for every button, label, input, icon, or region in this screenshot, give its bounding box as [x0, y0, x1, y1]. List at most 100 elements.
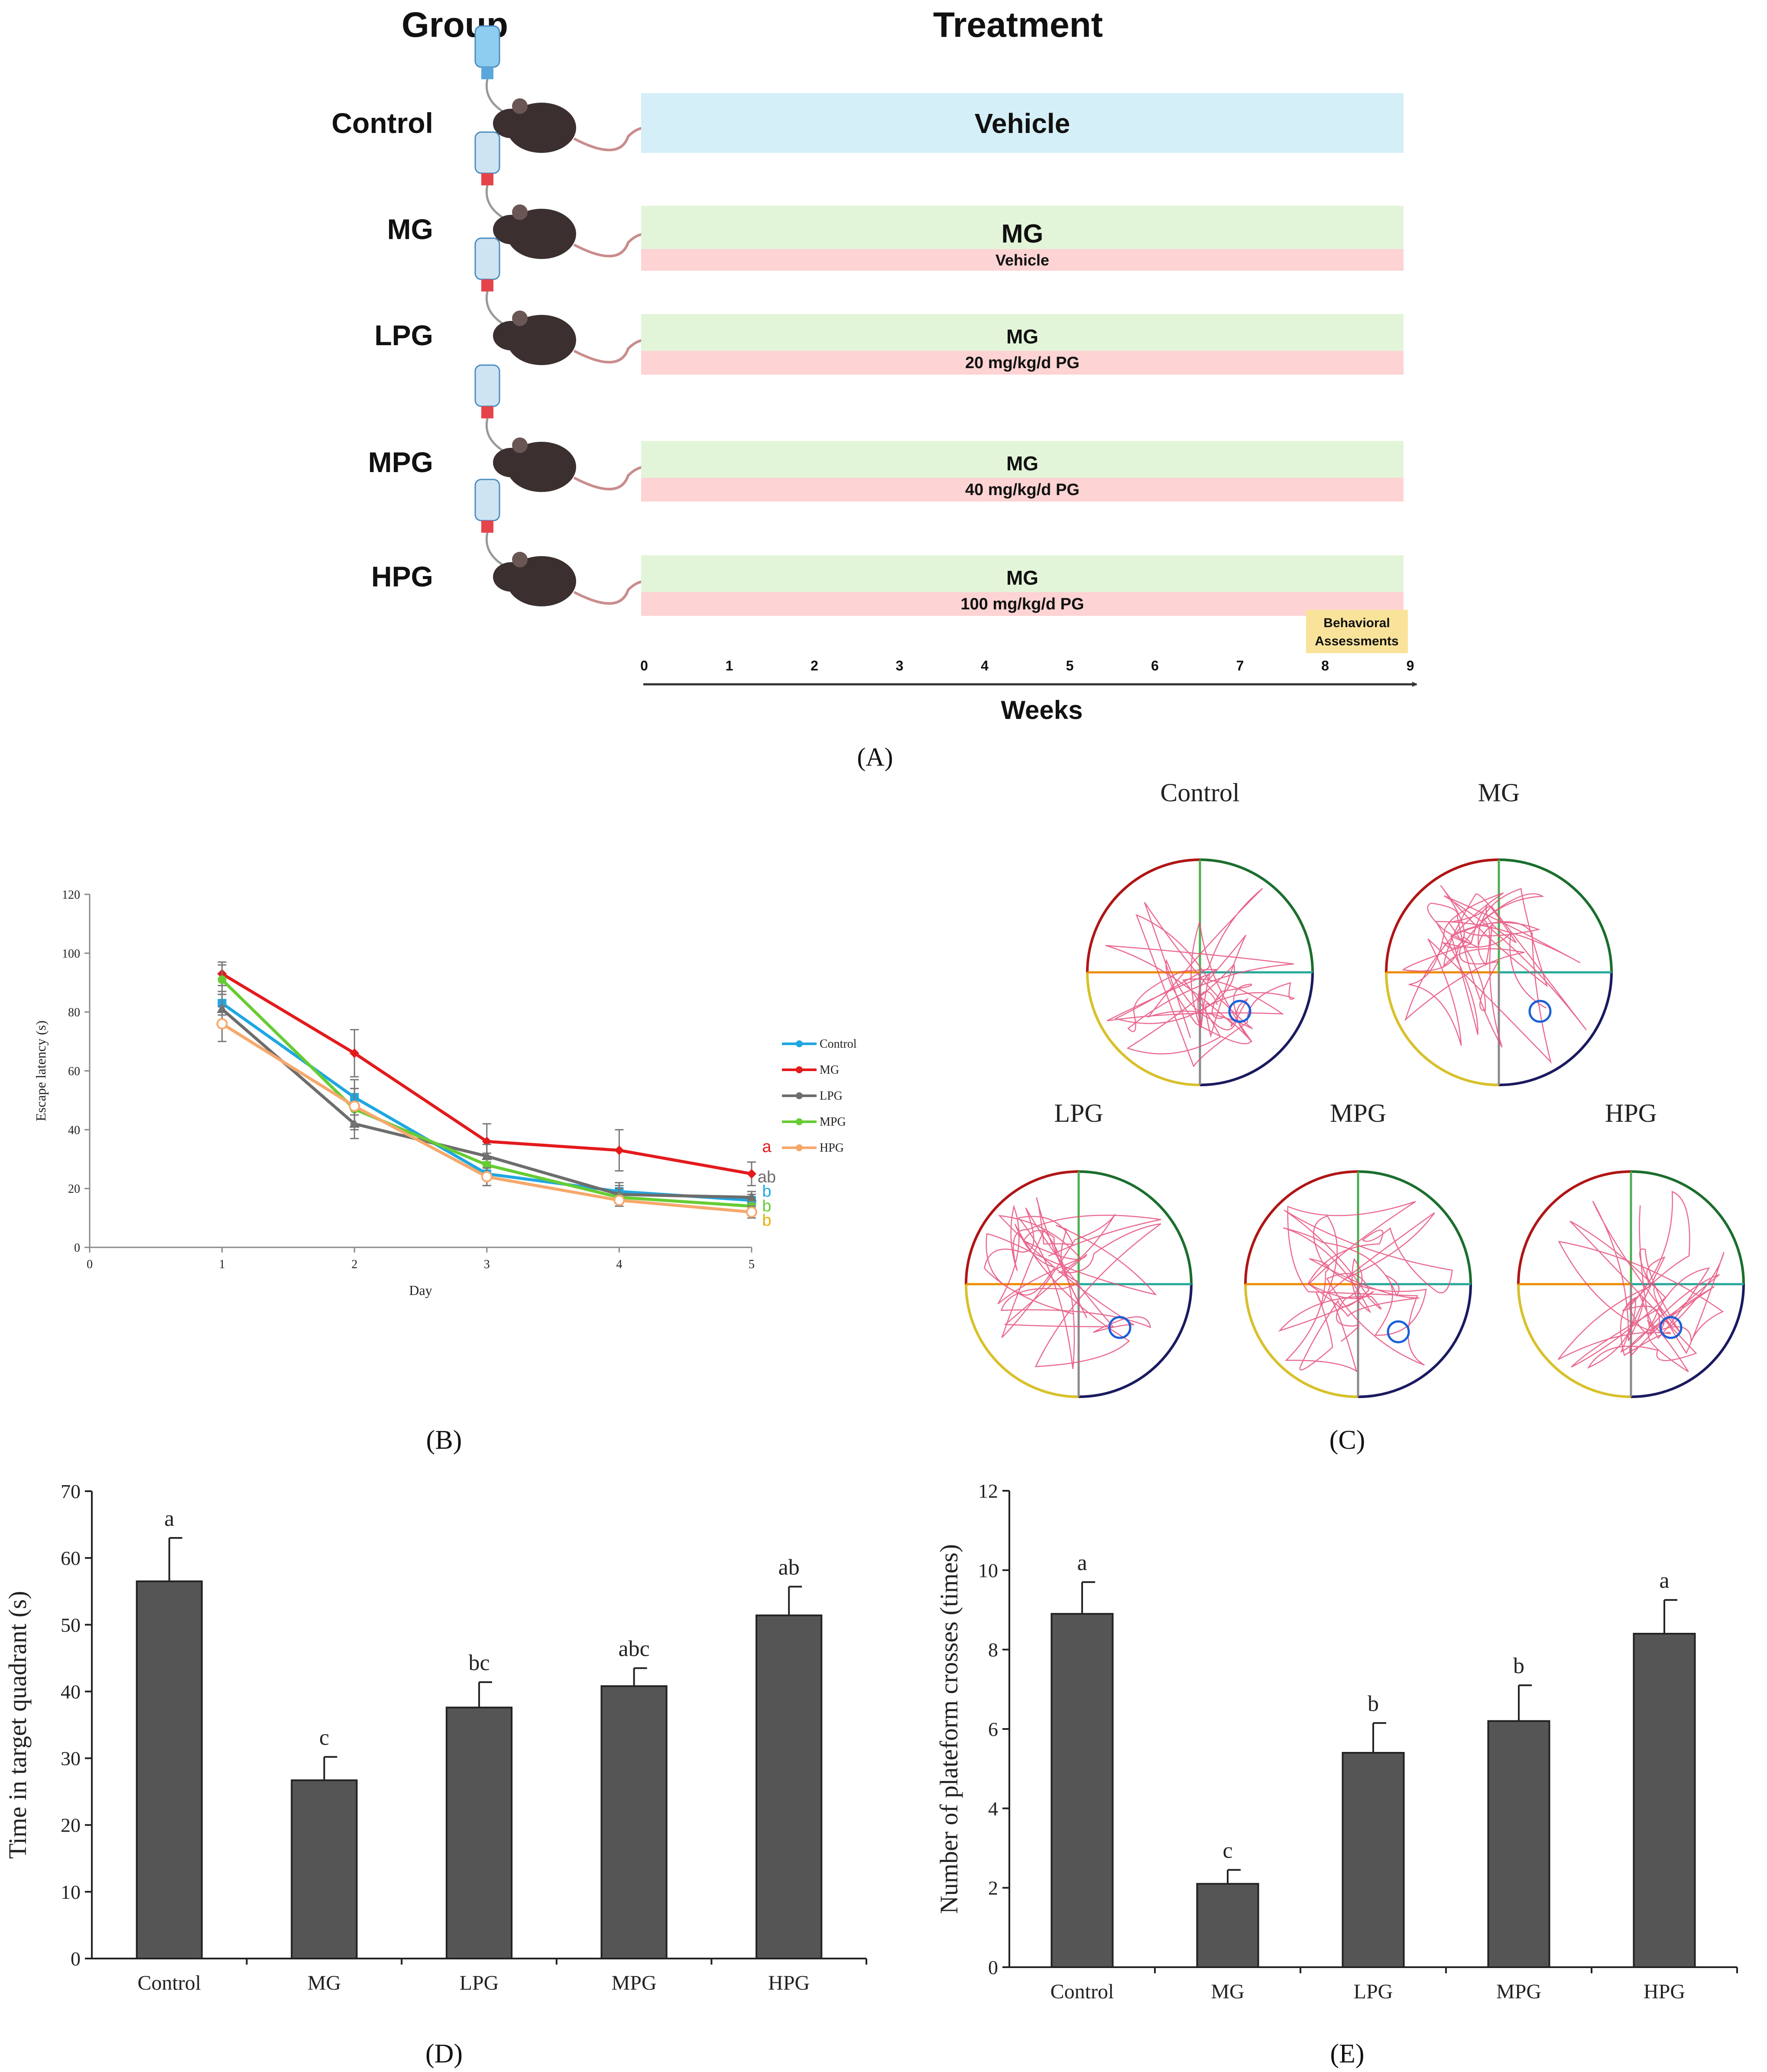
- x-tick-label: 0: [87, 1258, 93, 1271]
- significance-letter: ab: [778, 1555, 800, 1580]
- platform-circle: [1528, 1000, 1552, 1023]
- y-tick-label: 12: [978, 1480, 998, 1502]
- mouse-ear: [512, 311, 528, 326]
- legend-marker: [796, 1066, 803, 1073]
- arena-title: LPG: [1054, 1099, 1103, 1127]
- arena-quadrant-arc: [1631, 1284, 1745, 1398]
- bottle-tube: [485, 185, 506, 220]
- panel-d-bar-chart: 0 10 20 30 40 50 60 70 a Control c MG bc LPG abc MPG ab H…: [3, 1480, 867, 2069]
- y-tick-label: 20: [68, 1182, 80, 1196]
- pg-bar: [641, 592, 1404, 616]
- y-tick-label: 30: [61, 1748, 81, 1770]
- bottle-cap: [481, 67, 493, 79]
- mouse-ear: [512, 204, 528, 220]
- bar-control: [136, 1580, 203, 1959]
- category-label: HPG: [768, 1972, 810, 1994]
- pg-bar: [641, 249, 1404, 271]
- bar-mpg: [1487, 1720, 1550, 1968]
- significance-letter: bc: [468, 1651, 490, 1675]
- week-tick-label: 6: [1151, 658, 1159, 673]
- assessments-label: Assessments: [1315, 634, 1398, 648]
- y-tick-label: 80: [68, 1006, 80, 1020]
- series-hpg: b: [216, 1005, 772, 1230]
- platform-circle: [1387, 1320, 1410, 1344]
- arena-quadrant-arc: [1517, 1284, 1631, 1398]
- mouse-head: [493, 562, 529, 592]
- y-tick-label: 100: [62, 947, 80, 961]
- data-point: [349, 1101, 360, 1112]
- bar-hpg: [755, 1614, 823, 1960]
- bottle-body: [474, 237, 500, 280]
- treatment-row-mg: MG MG Vehicle: [387, 131, 1404, 271]
- arena-quadrant-arc: [1498, 972, 1613, 1086]
- y-tick-label: 8: [988, 1639, 998, 1661]
- treatment-row-hpg: HPG MG 100 mg/kg/d PG: [371, 479, 1404, 616]
- bottle-cap: [481, 173, 493, 185]
- treatment-row-control: Control Vehicle: [331, 25, 1404, 153]
- treatment-row-lpg: LPG MG 20 mg/kg/d PG: [374, 237, 1404, 375]
- treatment-row-mpg: MPG MG 40 mg/kg/d PG: [368, 364, 1404, 502]
- legend-label: HPG: [820, 1141, 844, 1155]
- panel-a-label: (A): [857, 743, 893, 771]
- mouse-ear: [512, 437, 528, 453]
- data-point: [746, 1206, 757, 1218]
- arena-quadrant-arc: [1200, 858, 1314, 973]
- mg-bar: [641, 314, 1404, 351]
- bottle-tube: [485, 79, 506, 114]
- y-tick-label: 6: [988, 1718, 998, 1740]
- category-label: Control: [1050, 1980, 1114, 2003]
- data-point: [482, 1160, 491, 1169]
- bottle-body: [474, 25, 500, 68]
- drug-bottle-icon: [474, 364, 506, 453]
- week-tick-label: 7: [1236, 658, 1244, 673]
- arena-quadrant-arc: [1078, 1170, 1193, 1285]
- x-tick-label: 1: [219, 1258, 225, 1271]
- x-tick-label: 3: [484, 1258, 490, 1271]
- bar-mg: [1196, 1883, 1259, 1968]
- arena-title: MPG: [1330, 1099, 1386, 1127]
- bar-lpg: [1342, 1752, 1405, 1968]
- bar-label-top: MG: [1006, 325, 1038, 348]
- drug-bottle-icon: [474, 237, 506, 326]
- bottle-tube: [485, 532, 506, 567]
- x-tick-label: 5: [749, 1258, 755, 1271]
- panel-c-label: (C): [1329, 1425, 1365, 1455]
- panel-e-bar-chart: 0 2 4 6 8 10 12 a Control c MG b LPG b MPG a HPG Number o…: [935, 1480, 1738, 2069]
- data-point: [746, 1192, 757, 1201]
- data-point: [350, 1048, 360, 1058]
- group-label: LPG: [374, 319, 433, 351]
- bar-lpg: [445, 1706, 513, 1959]
- week-tick-label: 1: [726, 658, 733, 673]
- data-point: [481, 1171, 493, 1182]
- category-label: MG: [1211, 1980, 1244, 2003]
- platform-circle: [1108, 1316, 1132, 1339]
- y-tick-label: 40: [68, 1123, 80, 1137]
- bottle-cap: [481, 279, 493, 291]
- mg-bar: [641, 206, 1404, 249]
- y-tick-label: 0: [71, 1948, 81, 1970]
- x-tick-label: 2: [351, 1258, 357, 1271]
- bar-label-top: MG: [1006, 567, 1038, 589]
- significance-letter: c: [1222, 1838, 1232, 1863]
- data-point: [217, 975, 227, 984]
- behavioral-label: Behavioral: [1323, 616, 1390, 630]
- category-label: MPG: [612, 1972, 657, 1994]
- series-lpg: ab: [217, 994, 776, 1204]
- bar-label-bottom: 20 mg/kg/d PG: [965, 354, 1080, 372]
- panel-c-swim-paths: (C) Control MG LPG MPG HPG: [965, 778, 1745, 1455]
- series-control: b: [217, 991, 772, 1207]
- mg-bar: [641, 555, 1404, 592]
- swim-arena-mg: MG: [1385, 778, 1613, 1086]
- bar-mpg: [600, 1685, 668, 1959]
- significance-letter: b: [762, 1182, 771, 1201]
- week-tick-label: 3: [896, 658, 904, 673]
- category-label: LPG: [460, 1972, 499, 1994]
- bottle-cap: [481, 521, 493, 533]
- arena-quadrant-arc: [965, 1284, 1079, 1398]
- data-point: [613, 1195, 625, 1206]
- arena-title: HPG: [1605, 1099, 1657, 1127]
- bar-hpg: [1633, 1633, 1696, 1968]
- y-tick-label: 0: [988, 1956, 998, 1978]
- panel-b-line-chart: 0 20 40 60 80 100 120 0 1 2 3 4 5 Day Escape latency (…: [33, 888, 857, 1455]
- arena-quadrant-arc: [1517, 1170, 1631, 1285]
